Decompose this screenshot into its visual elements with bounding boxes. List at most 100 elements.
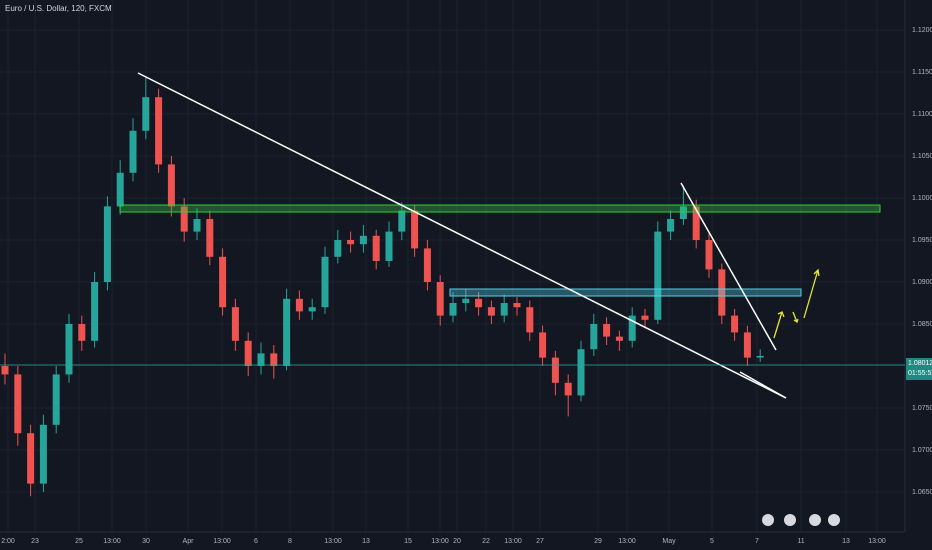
- y-tick-label: 1.09000: [912, 279, 932, 286]
- candle-body: [692, 206, 700, 241]
- x-tick-label: 25: [75, 538, 83, 545]
- candle-body: [449, 303, 457, 316]
- candle-body: [372, 235, 380, 262]
- candle-body: [244, 340, 252, 367]
- candle-body: [423, 248, 431, 283]
- support-zone: [119, 204, 881, 213]
- candle-body: [526, 307, 534, 333]
- event-icon: [809, 514, 821, 526]
- x-tick-label: 13:00: [431, 538, 449, 545]
- x-tick-label: May: [662, 538, 676, 545]
- candle-body: [321, 256, 329, 308]
- x-tick-label: 13:00: [213, 538, 231, 545]
- candle-body: [564, 382, 572, 396]
- event-icon: [762, 514, 774, 526]
- candle-body: [487, 307, 495, 316]
- candle-body: [641, 315, 649, 320]
- y-tick-label: 1.11500: [912, 69, 932, 76]
- y-tick-label: 1.10500: [912, 153, 932, 160]
- candle-body: [500, 303, 508, 316]
- y-tick-label: 1.11000: [912, 111, 932, 118]
- candle-body: [603, 324, 611, 337]
- candle-body: [52, 374, 60, 425]
- candle-body: [295, 298, 303, 312]
- candle-body: [577, 349, 585, 396]
- y-tick-label: 1.10000: [912, 195, 932, 202]
- candle-body: [347, 240, 355, 245]
- y-tick-label: 1.06500: [912, 489, 932, 496]
- x-tick-label: 13:00: [103, 538, 121, 545]
- arrow: [803, 268, 820, 319]
- candle-body: [705, 240, 713, 270]
- candle-body: [513, 303, 521, 308]
- candle-body: [359, 235, 367, 245]
- trend-line: [137, 72, 787, 399]
- x-tick-label: 22: [482, 538, 490, 545]
- candle-body: [14, 374, 22, 434]
- x-tick-label: 30: [142, 538, 150, 545]
- candles: [1, 76, 764, 497]
- candle-body: [65, 324, 73, 375]
- candle-body: [411, 210, 419, 249]
- candle-body: [129, 130, 137, 173]
- x-tick-label: 27: [536, 538, 544, 545]
- x-tick-label: 13:00: [868, 538, 886, 545]
- x-tick-label: 23: [31, 538, 39, 545]
- candle-body: [155, 97, 163, 165]
- x-tick-label: 13: [842, 538, 850, 545]
- candle-body: [180, 206, 188, 232]
- candle-body: [539, 332, 547, 358]
- x-tick-label: Apr: [183, 538, 195, 545]
- x-tick-label: 7: [755, 538, 759, 545]
- candle-body: [654, 231, 662, 320]
- candle-body: [116, 172, 124, 207]
- candle-body: [667, 218, 675, 232]
- x-tick-label: 6: [254, 538, 258, 545]
- countdown: 01:55:52: [908, 370, 932, 377]
- candle-body: [743, 332, 751, 358]
- candle-body: [257, 353, 265, 367]
- candle-body: [398, 210, 406, 232]
- event-icon: [784, 514, 796, 526]
- event-icon: [828, 514, 840, 526]
- x-tick-label: 13: [362, 538, 370, 545]
- candle-body: [590, 324, 598, 350]
- candle-body: [615, 336, 623, 341]
- y-tick-label: 1.09500: [912, 237, 932, 244]
- x-tick-label: 20: [453, 538, 461, 545]
- candle-body: [551, 357, 559, 383]
- candle-body: [206, 218, 214, 257]
- candle-body: [193, 218, 201, 232]
- candle-body: [628, 315, 636, 341]
- x-tick-label: 13:00: [618, 538, 636, 545]
- candle-body: [27, 433, 35, 484]
- candle-body: [385, 231, 393, 262]
- drawings: [119, 72, 881, 399]
- candle-body: [731, 315, 739, 333]
- y-tick-label: 1.08500: [912, 321, 932, 328]
- candle-body: [1, 366, 9, 375]
- candle-body: [334, 240, 342, 257]
- chart-title: Euro / U.S. Dollar, 120, FXCM: [5, 4, 112, 13]
- arrow: [792, 311, 799, 324]
- candle-body: [231, 307, 239, 341]
- y-tick-label: 1.07000: [912, 447, 932, 454]
- x-tick-label: 29: [594, 538, 602, 545]
- candle-body: [308, 307, 316, 312]
- event-icons: [762, 514, 840, 526]
- price-axis: [905, 0, 932, 550]
- x-tick-label: 5: [710, 538, 714, 545]
- candle-body: [436, 282, 444, 316]
- candle-body: [679, 206, 687, 219]
- y-tick-label: 1.12000: [912, 27, 932, 34]
- x-tick-label: 13:00: [324, 538, 342, 545]
- candle-body: [283, 298, 291, 367]
- candle-body: [39, 424, 47, 484]
- resistance-zone: [449, 288, 802, 297]
- candle-body: [756, 355, 764, 358]
- candle-body: [142, 97, 150, 131]
- arrow: [773, 311, 785, 339]
- time-axis: [0, 532, 905, 550]
